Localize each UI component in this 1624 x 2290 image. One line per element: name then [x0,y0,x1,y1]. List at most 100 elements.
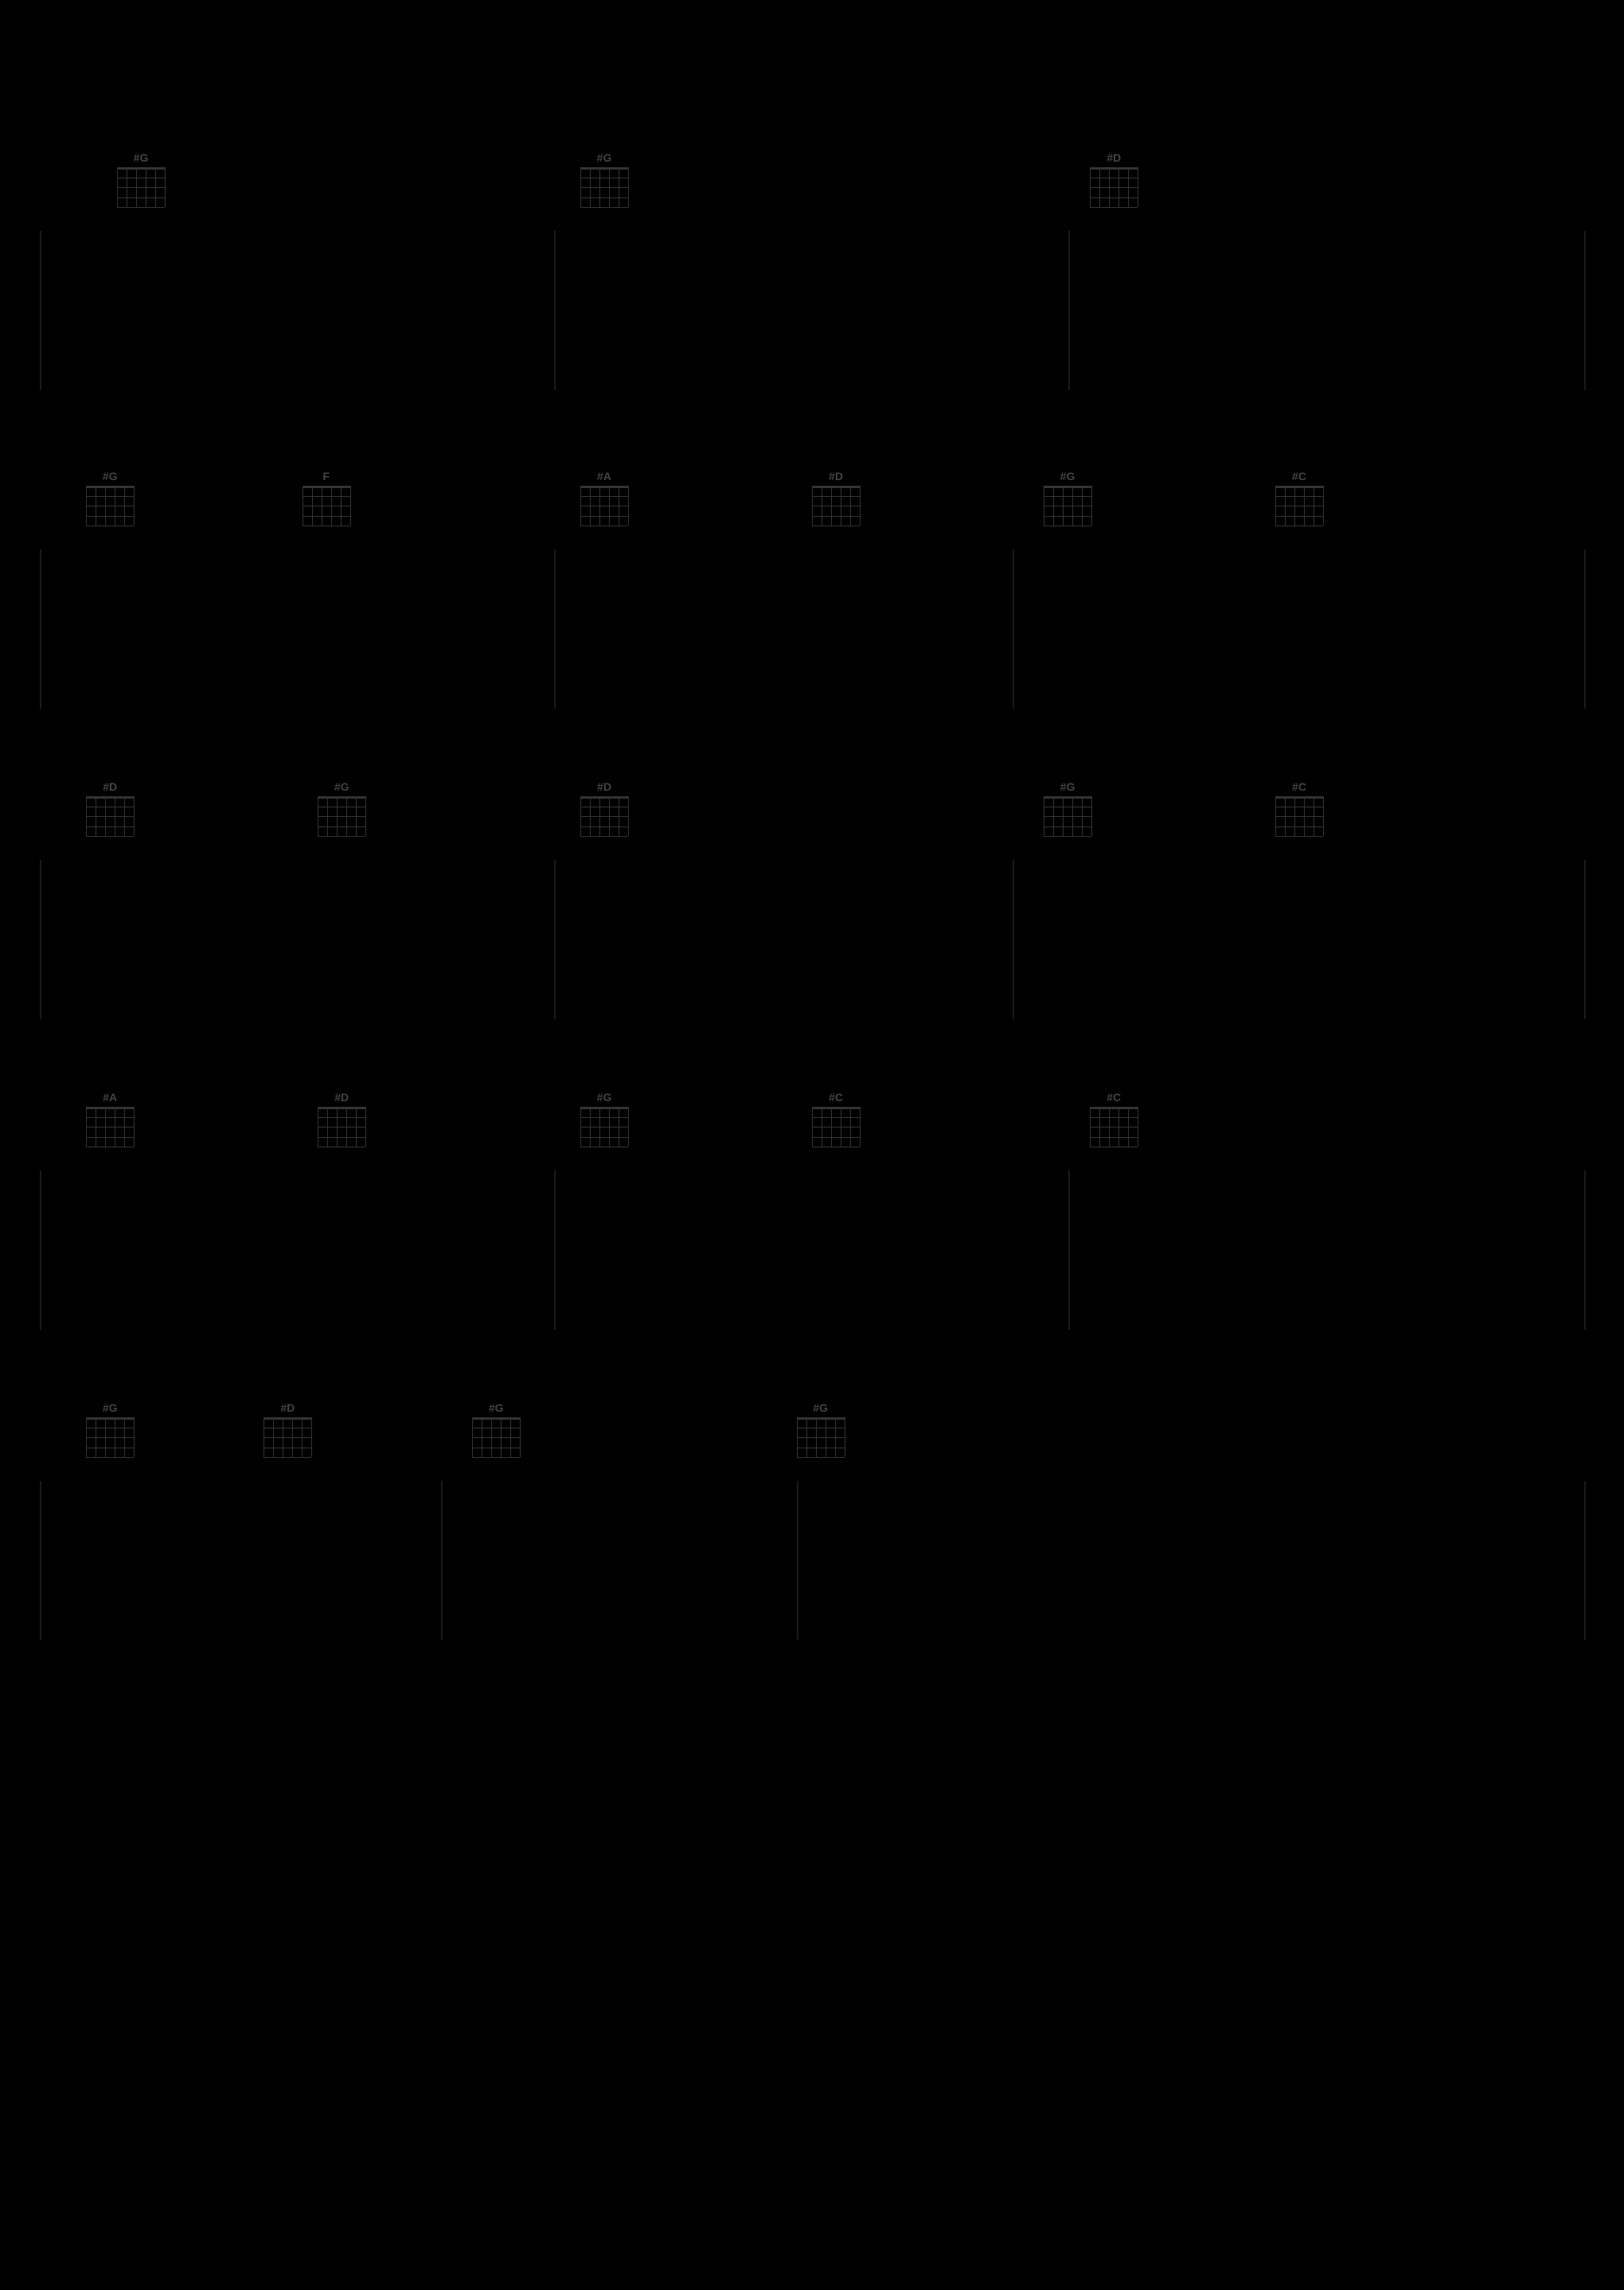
chord-fret-line [1275,836,1323,837]
chord-grid [86,1417,134,1457]
chord-fret-line [580,197,628,198]
chord-nut [1275,796,1323,799]
chord-string-line [609,1107,610,1147]
chord-fret-line [1044,496,1091,497]
chord-label: #G [117,151,165,164]
chord-fret-line [318,816,365,817]
chord-fret-line [117,197,165,198]
chord-string-line [312,486,313,526]
chord-string-line [356,796,357,836]
chord-fret-line [1044,516,1091,517]
chord-grid [117,167,165,207]
chord-label: #G [472,1401,520,1414]
chord-string-line [134,1107,135,1147]
chord-string-line [124,796,125,836]
chord-string-line [134,486,135,526]
barline [441,1481,443,1640]
chord-string-line [350,486,351,526]
chord-string-line [1053,486,1054,526]
chord-diagram: #G [86,1401,134,1457]
chord-fret-line [797,1437,845,1438]
chord-fret-line [580,1117,628,1118]
chord-string-line [599,1107,600,1147]
chord-grid [86,1107,134,1147]
chord-nut [580,796,628,799]
barline [554,549,556,709]
tab-system: #GF#A#D#G#C [40,549,1584,709]
chord-fret-line [580,516,628,517]
chord-string-line [1063,796,1064,836]
chord-string-line [831,1107,832,1147]
chord-string-line [331,486,332,526]
chord-grid [303,486,350,526]
chord-label: #D [318,1091,365,1104]
chord-nut [812,1107,860,1109]
chord-string-line [860,486,861,526]
chord-fret-line [117,207,165,208]
chord-string-line [628,486,629,526]
chord-string-line [628,796,629,836]
chord-string-line [124,1107,125,1147]
chord-fret-line [117,187,165,188]
chord-string-line [599,167,600,207]
chord-label: #C [812,1091,860,1104]
chord-string-line [136,167,137,207]
chord-fret-line [86,1457,134,1458]
chord-string-line [302,1417,303,1457]
tab-sheet: #G#G#D#GF#A#D#G#C#D#G#D#G#C#A#D#G#C#C#G#… [0,0,1624,2290]
chord-diagram: #C [1090,1091,1138,1147]
chord-string-line [580,486,581,526]
chord-label: #C [1275,780,1323,793]
barline [40,1481,41,1640]
chord-string-line [1294,796,1295,836]
chord-fret-line [812,1137,860,1138]
chord-label: #A [86,1091,134,1104]
chord-fret-line [472,1457,520,1458]
chord-string-line [628,167,629,207]
chord-diagram: #G [797,1401,845,1457]
barline [1584,1481,1586,1640]
chord-string-line [86,1417,87,1457]
chord-string-line [365,1107,366,1147]
barline [554,1170,556,1330]
chord-string-line [311,1417,312,1457]
chord-label: #D [1090,151,1138,164]
chord-diagram: #C [812,1091,860,1147]
chord-fret-line [318,1117,365,1118]
chord-fret-line [1044,816,1091,817]
chord-string-line [1063,486,1064,526]
chord-nut [472,1417,520,1420]
chord-string-line [86,486,87,526]
chord-string-line [609,486,610,526]
chord-string-line [86,1107,87,1147]
chord-string-line [797,1417,798,1457]
chord-label: #G [580,1091,628,1104]
chord-string-line [590,167,591,207]
chord-string-line [590,1107,591,1147]
chord-diagram: #G [318,780,365,836]
chord-diagram: #D [812,470,860,526]
chord-diagram: #D [86,780,134,836]
chord-string-line [356,1107,357,1147]
chord-fret-line [580,816,628,817]
tab-system: #G#D#G#G [40,1481,1584,1640]
chord-fret-line [580,836,628,837]
chord-fret-line [86,516,134,517]
barline [1584,1170,1586,1330]
chord-string-line [134,1417,135,1457]
chord-string-line [1128,167,1129,207]
chord-string-line [835,1417,836,1457]
chord-string-line [1082,486,1083,526]
chord-string-line [501,1417,502,1457]
chord-label: #D [86,780,134,793]
chord-string-line [1099,167,1100,207]
chord-fret-line [318,836,365,837]
chord-string-line [346,796,347,836]
chord-label: #C [1275,470,1323,483]
chord-string-line [1090,167,1091,207]
chord-fret-line [472,1437,520,1438]
chord-grid [1275,796,1323,836]
chord-nut [86,1417,134,1420]
chord-string-line [850,1107,851,1147]
chord-string-line [580,1107,581,1147]
